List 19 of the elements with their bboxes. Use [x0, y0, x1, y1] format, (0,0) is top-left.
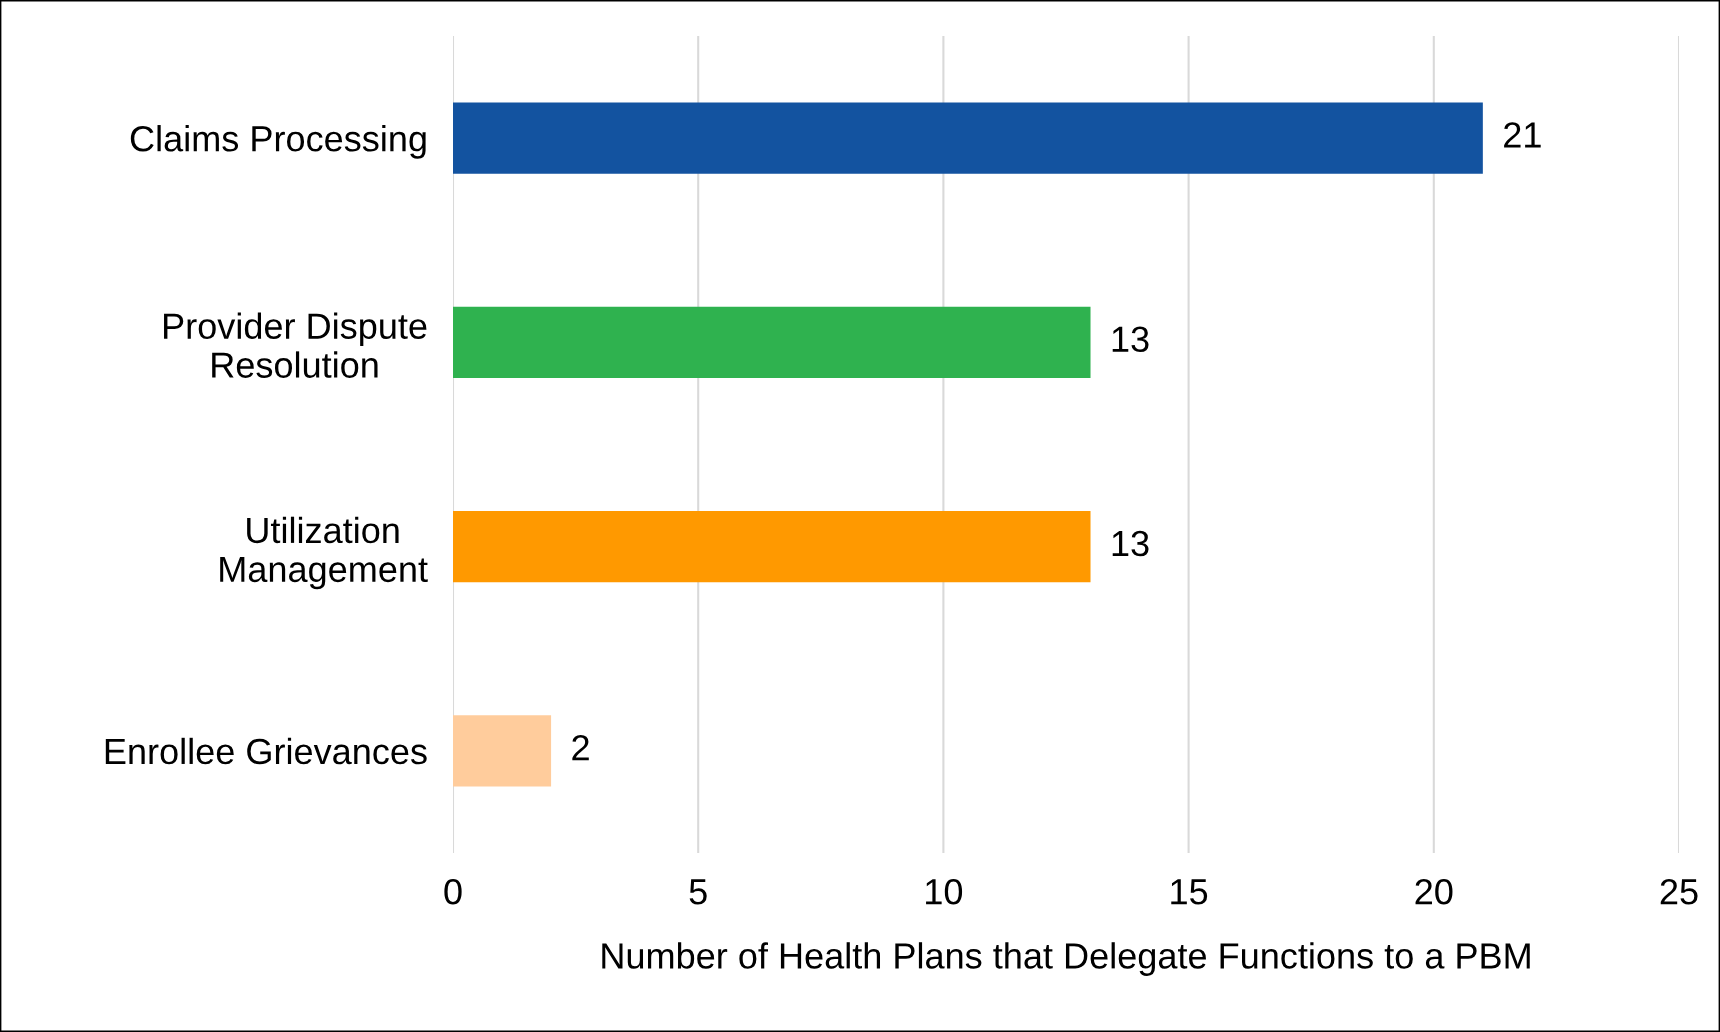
x-tick-label: 20: [1415, 878, 1453, 905]
bar: [453, 715, 552, 787]
x-tick-label: 5: [689, 879, 707, 905]
y-tick-label: Utilization Management: [220, 516, 428, 590]
x-tick-label: 15: [1171, 879, 1208, 905]
bar: [453, 306, 1091, 379]
y-tick-label: Enrollee Grievances: [105, 737, 427, 765]
data-label: 2: [572, 735, 589, 761]
data-label: 13: [1112, 530, 1149, 557]
x-axis-title: Number of Health Plans that Delegate Functions to a PBM: [602, 942, 1530, 976]
bar: [453, 510, 1091, 583]
data-label: 21: [1504, 122, 1541, 148]
y-tick-label: Provider Dispute Resolution: [164, 312, 427, 378]
bar: [453, 102, 1483, 174]
data-label: 13: [1112, 326, 1149, 353]
x-tick-label: 10: [926, 878, 963, 905]
x-tick-label: 25: [1660, 878, 1698, 905]
x-tick-label: 0: [444, 878, 462, 905]
y-tick-label: Claims Processing: [130, 125, 426, 159]
